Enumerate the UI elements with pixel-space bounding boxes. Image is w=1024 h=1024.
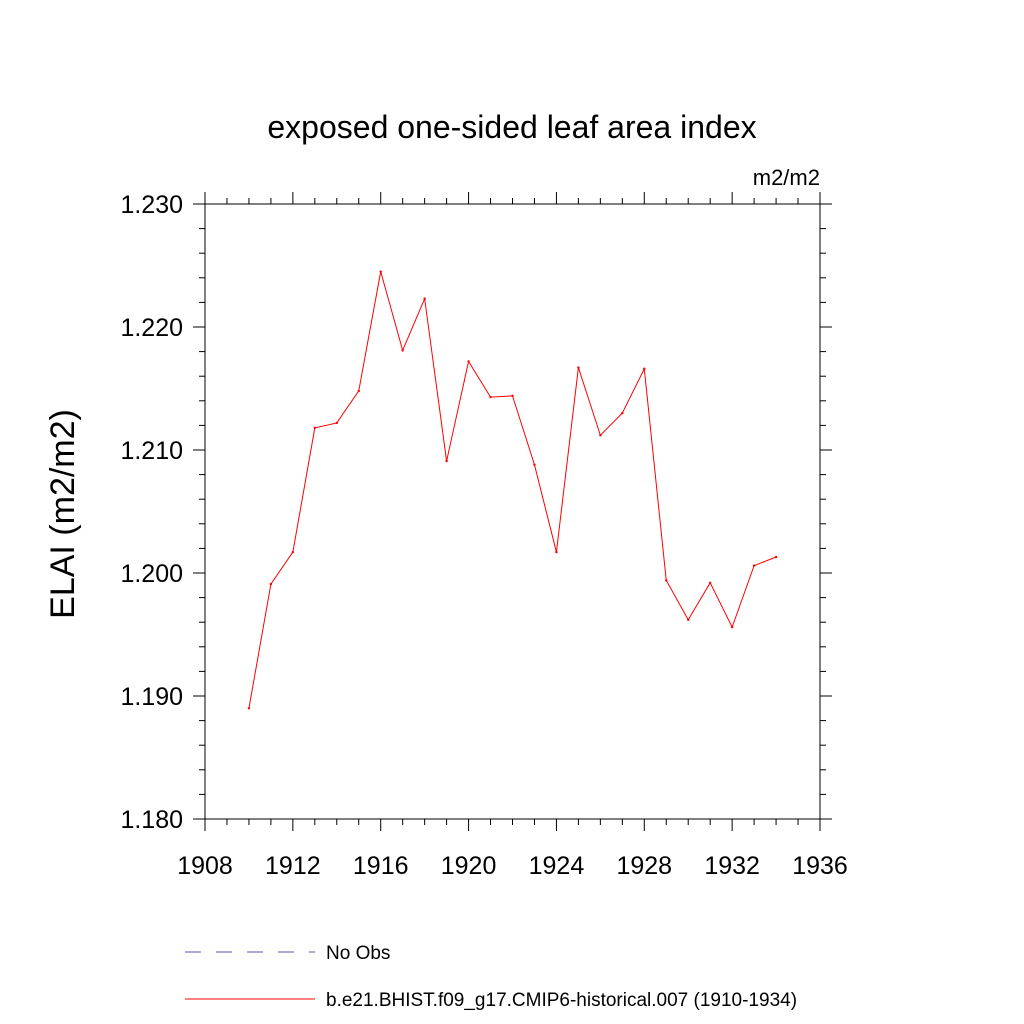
legend: No Obs b.e21.BHIST.f09_g17.CMIP6-historic… <box>185 943 797 1011</box>
x-tick-label: 1928 <box>616 852 672 880</box>
x-tick-label: 1916 <box>353 852 409 880</box>
y-tick-label: 1.230 <box>120 191 183 219</box>
x-tick-label: 1912 <box>265 852 321 880</box>
data-point <box>379 270 382 273</box>
data-point <box>247 707 251 710</box>
y-tick-label: 1.210 <box>120 437 183 465</box>
data-point <box>511 394 514 398</box>
data-point <box>599 434 602 437</box>
data-point <box>577 366 580 369</box>
x-tick-label: 1924 <box>529 852 585 880</box>
data-point <box>489 395 492 399</box>
data-point <box>774 555 778 559</box>
y-tick-label: 1.190 <box>120 683 183 711</box>
data-point <box>555 550 558 554</box>
data-point <box>467 360 470 363</box>
data-point <box>730 625 734 629</box>
data-point <box>752 564 756 567</box>
data-point <box>445 459 448 463</box>
y-tick-label: 1.200 <box>120 560 183 588</box>
units-label: m2/m2 <box>753 165 820 190</box>
x-tick-label: 1936 <box>792 852 848 880</box>
chart-title: exposed one-sided leaf area index <box>267 109 756 145</box>
data-point <box>401 349 404 352</box>
data-point <box>269 582 273 586</box>
data-point <box>708 581 712 585</box>
x-tick-label: 1920 <box>441 852 497 880</box>
data-point <box>533 463 536 466</box>
series-line-1 <box>248 271 777 709</box>
y-axis-label: ELAI (m2/m2) <box>44 409 82 619</box>
legend-label-0: No Obs <box>326 943 390 964</box>
y-tick-label: 1.180 <box>120 806 183 834</box>
data-point <box>335 421 338 425</box>
data-point <box>643 367 646 371</box>
plot-frame <box>204 203 821 820</box>
legend-label-1: b.e21.BHIST.f09_g17.CMIP6-historical.007… <box>326 990 797 1011</box>
x-tick-label: 1908 <box>177 852 233 880</box>
data-point <box>291 550 295 554</box>
data-point <box>687 618 690 621</box>
axis-ticks: 1908 1912 1916 1920 1924 1928 1932 1936 1.180 1.1… <box>120 191 847 880</box>
y-tick-label: 1.220 <box>120 314 183 342</box>
data-point <box>357 389 360 393</box>
x-tick-label: 1932 <box>704 852 760 880</box>
data-point <box>621 411 624 415</box>
data-point <box>665 579 668 582</box>
data-point <box>313 426 317 430</box>
series-layer <box>247 270 778 710</box>
data-point <box>423 297 426 300</box>
